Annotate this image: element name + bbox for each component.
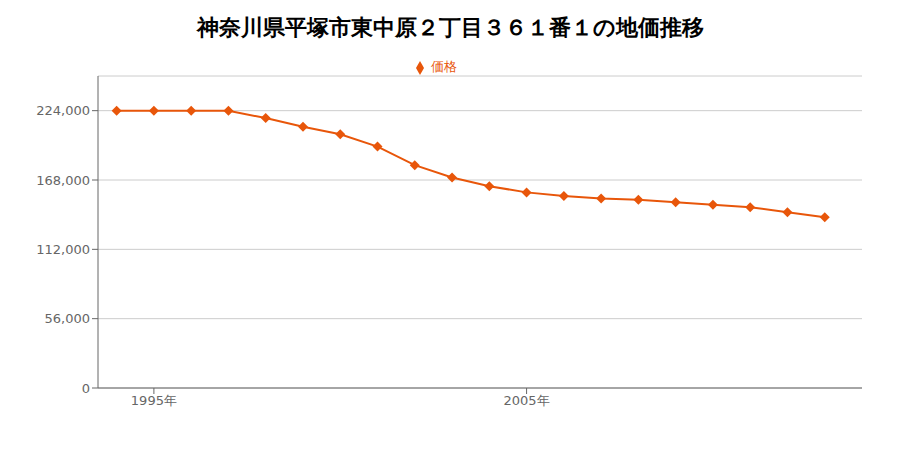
svg-text:1995年: 1995年 — [131, 393, 177, 408]
html-text:価格: 価格 — [431, 59, 457, 74]
html-text:神奈川県平塚市東中原２丁目３６１番１の地価推移: 神奈川県平塚市東中原２丁目３６１番１の地価推移 — [196, 15, 704, 40]
svg-text:168,000: 168,000 — [36, 173, 90, 188]
svg-text:2005年: 2005年 — [504, 393, 550, 408]
svg-text:56,000: 56,000 — [45, 311, 91, 326]
svg-text:0: 0 — [82, 381, 90, 396]
svg-text:112,000: 112,000 — [36, 242, 90, 257]
svg-text:224,000: 224,000 — [36, 103, 90, 118]
